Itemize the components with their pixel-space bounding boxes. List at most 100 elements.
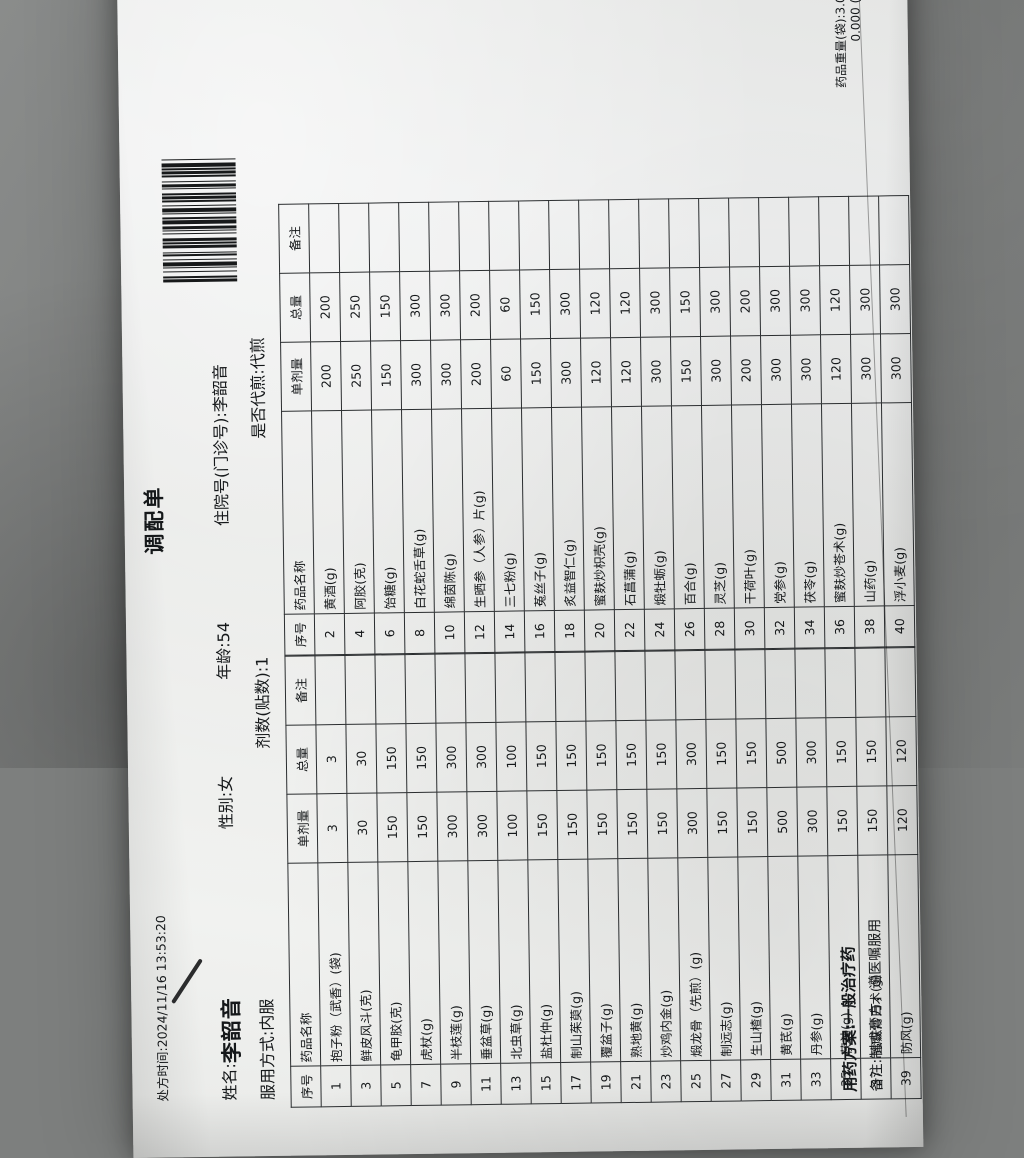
cell-total: 200 [459,270,491,340]
cell-name: 党参(g) [761,404,795,608]
cell-no: 19 [590,1061,622,1104]
cell-no: 28 [704,608,735,650]
cell-no: 31 [770,1059,802,1101]
cell-dose: 200 [310,341,342,411]
cell-no: 6 [374,612,405,655]
prescription-table-left: 序号 药品名称 单剂量 总量 备注 1 抱子粉（武香）(袋) 3 3 3 鲜皮风斗(克) 30 30 5… [284,647,922,1108]
cell-remark [428,201,460,272]
cell-dose: 300 [676,788,708,858]
cell-remark [584,651,616,722]
cell-total: 150 [405,723,437,793]
cell-total: 150 [519,269,551,339]
cell-dose: 300 [436,791,468,862]
cell-remark [434,653,466,724]
cell-no: 16 [524,610,555,652]
cell-dose: 200 [730,335,762,406]
cell-name: 防风(g) [887,854,921,1058]
cell-dose: 300 [466,791,498,861]
cell-total: 120 [819,265,851,335]
cell-dose: 150 [736,787,768,857]
cell-dose: 150 [556,790,588,860]
cell-name: 石菖蒲(g) [611,406,645,610]
table-header-total: 总量 [285,724,317,795]
cell-remark [824,648,856,718]
cell-remark [704,650,736,720]
cell-no: 40 [884,605,915,647]
cell-remark [398,202,430,272]
cell-name: 蜜麸炒枳壳(g) [581,406,615,611]
cell-total: 3 [315,724,347,794]
cell-dose: 120 [610,337,642,407]
cell-dose: 150 [376,792,408,863]
cell-name: 浮小麦(g) [881,402,915,606]
cell-remark [758,197,790,267]
cell-remark [878,195,910,265]
cell-no: 34 [794,606,825,649]
cell-remark [548,200,580,270]
medication-plan: 用药方案:一般治疗药 [839,946,860,1093]
table-header-remark: 备注 [278,203,310,274]
cell-remark [734,649,766,719]
cell-name: 生晒参（人参）片(g) [461,408,495,612]
cell-dose: 150 [856,785,888,856]
cell-total: 120 [579,268,611,339]
cell-remark [698,198,730,268]
cell-name: 黄芪(g) [767,856,801,1060]
cell-total: 300 [759,266,791,336]
cell-no: 4 [344,613,375,655]
patient-info-row: 姓名: 李韶音 性别:女 年龄:54 住院号(门诊号):李韶音 [200,0,246,1101]
cell-no: 20 [584,609,615,652]
cell-total: 30 [345,724,377,794]
cell-remark [608,199,640,269]
cell-name: 虎杖(g) [407,861,441,1065]
cell-no: 22 [614,609,645,651]
cell-remark [338,203,370,273]
table-header-name: 药品名称 [287,862,321,1067]
cell-no: 15 [530,1062,562,1104]
cell-name: 熟地黄(g) [617,858,651,1062]
cell-total: 300 [789,265,821,336]
cell-total: 150 [525,721,557,791]
cell-remark [524,652,556,722]
cell-no: 29 [740,1059,772,1101]
cell-dose: 150 [370,340,402,411]
patient-name-value: 李韶音 [219,996,245,1064]
cell-dose: 300 [430,339,462,410]
cell-total: 200 [729,266,761,337]
ink-stroke-mark [171,958,203,1005]
table-header-no: 序号 [290,1065,322,1108]
cell-remark [518,200,550,270]
cell-total: 150 [615,720,647,790]
patient-admission-no: 住院号(门诊号):李韶音 [210,364,232,527]
cell-name: 制远志(g) [707,856,741,1061]
cell-name: 白花蛇舌草(g) [401,409,435,613]
cell-dose: 150 [526,790,558,860]
drug-weight-summary: 药品重量(袋):3.000 (g):1086. 0.000 (克):430.00… [832,0,867,251]
cell-remark [368,202,400,273]
cell-no: 7 [410,1064,442,1106]
cell-name: 茯苓(g) [791,403,825,608]
cell-name: 百合(g) [671,405,705,609]
cell-no: 32 [764,607,795,649]
cell-dose: 150 [706,787,738,858]
cell-name: 盐杜仲(g) [527,859,561,1063]
cell-dose: 150 [670,336,702,406]
cell-name: 灵芝(g) [701,405,735,609]
prescription-table-right: 序号 药品名称 单剂量 总量 备注 2 黄酒(g) 200 200 4 阿胶(克) 250 250 6 饴… [278,195,915,656]
cell-total: 150 [855,716,887,787]
cell-total: 150 [369,271,401,342]
cell-remark [788,196,820,267]
cell-dose: 500 [766,787,798,857]
cell-name: 半枝莲(g) [437,860,471,1065]
cell-dose: 150 [406,792,438,862]
cell-total: 300 [879,264,911,334]
cell-no: 24 [644,608,675,651]
table-header-dose: 单剂量 [280,341,312,412]
cell-dose: 300 [850,333,882,404]
cell-total: 500 [765,718,797,788]
cell-name: 菟丝子(g) [521,407,555,611]
cell-dose: 300 [700,336,732,406]
cell-total: 150 [585,720,617,791]
cell-name: 北虫草(g) [497,859,531,1064]
prescription-time: 处方时间:2024/11/16 13:53:20 [153,915,171,1102]
